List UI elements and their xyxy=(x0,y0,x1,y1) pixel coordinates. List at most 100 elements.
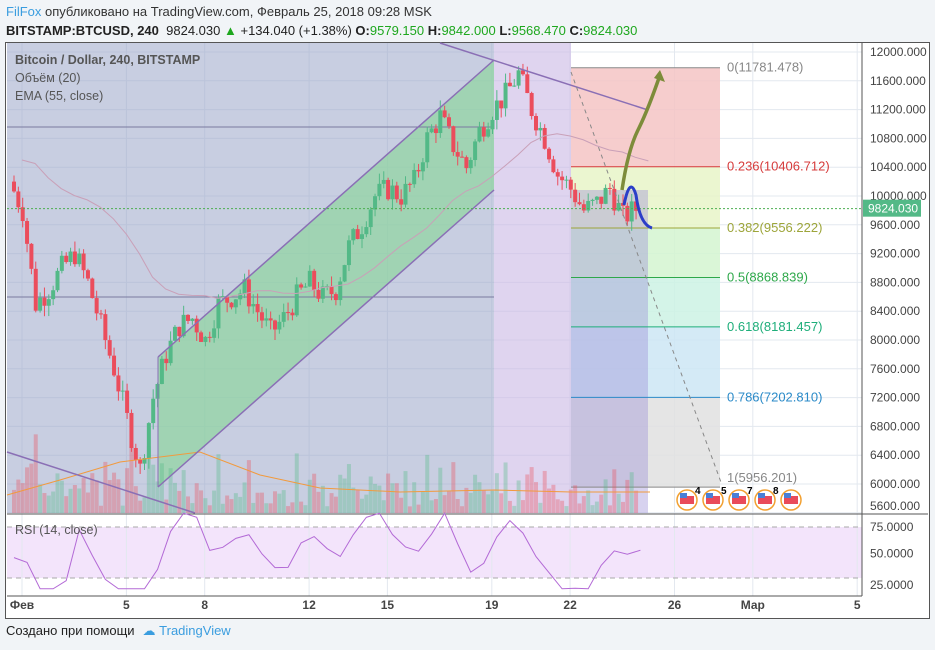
volume-bar xyxy=(481,490,486,513)
candle xyxy=(138,459,143,464)
candle xyxy=(333,294,338,301)
y-tick-label: 10400.000 xyxy=(870,160,927,174)
candle xyxy=(486,129,491,137)
volume-bar xyxy=(516,480,521,513)
candle xyxy=(329,286,334,295)
h-label: H: xyxy=(427,23,442,38)
flag-stripe xyxy=(680,496,694,504)
footer: Создано при помощи ☁ TradingView xyxy=(6,623,231,639)
volume-bar xyxy=(564,506,569,513)
candle xyxy=(586,200,591,211)
candle xyxy=(216,297,221,329)
volume-bar xyxy=(547,488,552,513)
event-count: 4 xyxy=(695,486,701,497)
volume-bar xyxy=(612,469,617,513)
rsi-tick-label: 25.0000 xyxy=(870,578,914,592)
candle xyxy=(555,172,560,177)
last-price-label: 9824.030 xyxy=(868,202,918,216)
candle xyxy=(16,191,21,208)
author-link[interactable]: FilFox xyxy=(6,4,42,19)
volume-bar xyxy=(407,506,412,513)
ema-line xyxy=(21,133,649,299)
y-tick-label: 10800.000 xyxy=(870,131,927,145)
volume-bar xyxy=(338,474,343,513)
volume-bar xyxy=(194,483,199,513)
rsi-legend: RSI (14, close) xyxy=(15,523,98,537)
volume-bar xyxy=(238,496,243,513)
resistance-line xyxy=(439,42,649,111)
volume-bar xyxy=(568,489,573,513)
candle xyxy=(186,314,190,321)
volume-bar xyxy=(455,499,460,513)
candle xyxy=(25,221,30,244)
volume-bar xyxy=(90,473,95,513)
volume-bar xyxy=(529,467,534,513)
volume-bar xyxy=(229,499,234,513)
volume-bar xyxy=(207,505,212,513)
volume-bar xyxy=(355,489,360,513)
flag-canton xyxy=(758,493,765,498)
candle xyxy=(516,70,521,86)
rsi-tick-label: 75.0000 xyxy=(870,520,914,534)
volume-bar xyxy=(538,502,543,513)
x-tick-label: 8 xyxy=(201,598,208,612)
volume-bar xyxy=(281,490,286,513)
candle xyxy=(547,148,552,160)
y-tick-label: 9200.000 xyxy=(870,247,920,261)
candle xyxy=(112,355,117,376)
volume-bar xyxy=(307,479,312,513)
volume-bar xyxy=(25,467,30,513)
volume-bar xyxy=(512,505,517,513)
candle xyxy=(342,265,347,282)
candle xyxy=(420,162,425,172)
candle xyxy=(386,179,391,200)
volume-bar xyxy=(299,501,304,513)
tradingview-logo[interactable]: ☁ TradingView xyxy=(142,623,231,638)
candle xyxy=(542,127,547,149)
candle xyxy=(172,326,177,341)
volume-bar xyxy=(203,498,208,513)
volume-bar xyxy=(99,505,103,513)
candle xyxy=(207,336,212,338)
volume-bar xyxy=(38,484,43,513)
candle xyxy=(38,297,43,311)
candle xyxy=(190,318,195,321)
candle xyxy=(42,297,47,306)
candle xyxy=(394,185,399,200)
fib-label: 0.382(9556.222) xyxy=(727,220,822,235)
candle xyxy=(494,100,499,120)
candle xyxy=(564,179,569,181)
candle xyxy=(29,243,34,269)
x-tick-label: 15 xyxy=(381,598,395,612)
volume-bar xyxy=(364,494,369,513)
candle xyxy=(268,318,273,321)
candle xyxy=(59,255,64,271)
footer-text: Создано при помощи xyxy=(6,623,135,638)
volume-bar xyxy=(20,483,25,513)
candle xyxy=(399,199,404,205)
candle xyxy=(33,268,38,311)
flag-canton xyxy=(706,493,713,498)
y-tick-label: 8400.000 xyxy=(870,304,920,318)
event-count: 7 xyxy=(747,486,753,497)
volume-bar xyxy=(494,473,499,513)
volume-bar xyxy=(333,496,338,513)
volume-bar xyxy=(303,505,308,513)
volume-bar xyxy=(77,488,82,513)
fib-label: 1(5956.201) xyxy=(727,470,797,485)
candle xyxy=(594,196,599,200)
candle xyxy=(520,70,525,75)
volume-bar xyxy=(190,503,195,513)
volume-bar xyxy=(251,502,256,513)
volume-bar xyxy=(325,506,330,513)
volume-bar xyxy=(216,454,221,513)
fib-zone xyxy=(571,227,720,278)
y-tick-label: 12000.000 xyxy=(870,45,927,59)
fib-label: 0.236(10406.712) xyxy=(727,159,830,174)
candle xyxy=(381,179,386,184)
fib-zone xyxy=(571,277,720,327)
volume-bar xyxy=(581,496,586,513)
y-tick-label: 5600.000 xyxy=(870,499,920,513)
candle xyxy=(294,284,299,316)
